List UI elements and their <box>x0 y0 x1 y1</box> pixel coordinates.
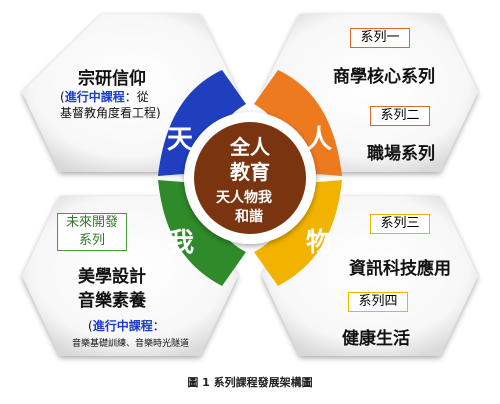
future-series-label-line1: 未來開發 <box>65 215 118 230</box>
top-left-note-open: ( <box>60 90 65 104</box>
petal-ren-orange <box>254 70 342 176</box>
series-4-label: 系列四 <box>348 292 408 312</box>
petal-wu-yellow <box>254 180 342 286</box>
top-left-note-line2: 基督教角度看工程) <box>60 106 161 120</box>
future-series-label: 未來開發 系列 <box>57 213 127 251</box>
series-4-title: 健康生活 <box>342 329 410 349</box>
series-2-title: 職場系列 <box>367 144 435 164</box>
petal-label-ren: 人 <box>306 125 333 155</box>
top-left-note-line1: (進行中課程：從 <box>60 88 149 105</box>
series-1-label: 系列一 <box>350 28 410 48</box>
bottom-left-note-highlight: 進行中課程 <box>92 319 153 333</box>
top-left-title: 宗研信仰 <box>78 69 146 89</box>
bottom-left-note-open: ( <box>88 319 93 333</box>
bottom-left-note-line1: (進行中課程： <box>88 317 165 334</box>
top-left-note-highlight: 進行中課程 <box>64 90 125 104</box>
series-2-label: 系列二 <box>370 106 430 126</box>
center-circle <box>194 122 306 234</box>
future-series-label-line2: 系列 <box>78 233 105 248</box>
bottom-left-note-line2: 音樂基礎訓練、音樂時光隧道 <box>72 339 190 349</box>
petal-wo-green <box>158 180 246 286</box>
bottom-left-note-colon: ： <box>152 319 165 333</box>
series-1-title: 商學核心系列 <box>333 67 435 87</box>
center-line-3: 天人物我 <box>216 190 272 206</box>
bottom-left-title-2: 音樂素養 <box>78 291 146 311</box>
top-left-note-rest: ：從 <box>124 90 149 104</box>
center-line-2: 教育 <box>230 160 270 184</box>
center-line-4: 和諧 <box>235 209 263 225</box>
petal-tian-blue <box>158 70 246 176</box>
series-3-label: 系列三 <box>370 214 430 234</box>
series-3-title: 資訊科技應用 <box>349 259 451 279</box>
petal-label-tian: 天 <box>167 125 194 155</box>
figure-caption: 圖 1 系列課程發展架構圖 <box>187 376 313 389</box>
petal-label-wu: 物 <box>306 228 333 258</box>
bottom-left-title-1: 美學設計 <box>78 267 146 287</box>
center-line-1: 全人 <box>230 135 270 159</box>
petal-label-wo: 我 <box>168 228 195 258</box>
